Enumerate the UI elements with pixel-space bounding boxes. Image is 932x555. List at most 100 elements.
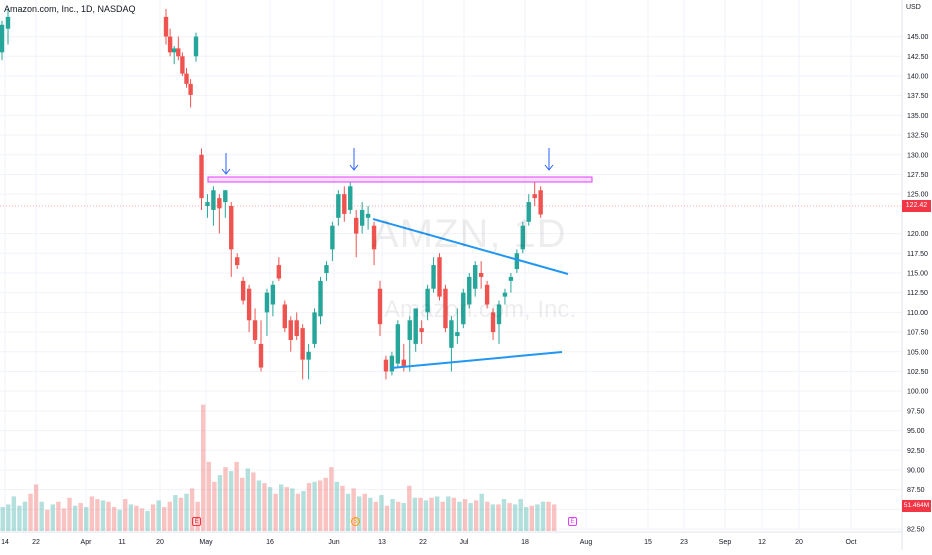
volume-bar bbox=[22, 501, 28, 531]
candle-body bbox=[461, 292, 466, 325]
volume-bar bbox=[468, 503, 473, 531]
y-tick-label: 82.50 bbox=[907, 527, 925, 534]
y-tick-label: 112.50 bbox=[907, 290, 928, 297]
volume-bar bbox=[245, 468, 250, 531]
volume-bar bbox=[17, 505, 22, 531]
candle-body bbox=[318, 280, 323, 317]
candle-body bbox=[526, 202, 531, 222]
candle-body bbox=[312, 312, 317, 344]
candle-body bbox=[437, 257, 442, 297]
y-tick-label: 125.00 bbox=[907, 192, 929, 199]
volume-bar bbox=[106, 501, 111, 531]
grid bbox=[0, 0, 902, 530]
volume-bar bbox=[117, 509, 122, 531]
volume-bar bbox=[518, 499, 523, 531]
volume-bar bbox=[329, 467, 334, 531]
volume-bar bbox=[0, 507, 5, 531]
volume-bar bbox=[546, 501, 551, 531]
arrow-2[interactable] bbox=[349, 148, 359, 171]
x-tick-label: Aug bbox=[580, 539, 593, 546]
volume-bar bbox=[301, 491, 306, 531]
candle-body bbox=[336, 194, 341, 218]
candle-body bbox=[342, 194, 347, 214]
split-event-icon[interactable]: S bbox=[351, 517, 360, 526]
volume-bar bbox=[512, 504, 518, 531]
resistance-zone[interactable] bbox=[207, 176, 593, 183]
volume-bar bbox=[178, 497, 184, 531]
volume-bar bbox=[212, 481, 217, 531]
arrow-1[interactable] bbox=[221, 153, 231, 175]
volume-bar bbox=[306, 483, 312, 531]
candle-body bbox=[180, 56, 185, 74]
y-tick-label: 140.00 bbox=[907, 73, 929, 80]
arrow-3[interactable] bbox=[544, 148, 554, 171]
candle-body bbox=[484, 284, 490, 305]
y-tick-label: 127.50 bbox=[907, 172, 929, 179]
volume-bar bbox=[507, 503, 512, 531]
y-tick-label: 87.50 bbox=[907, 487, 925, 494]
volume-bar bbox=[173, 495, 178, 531]
x-tick-label: 11 bbox=[118, 539, 125, 546]
volume-bar bbox=[139, 508, 145, 531]
volume-bar bbox=[390, 499, 395, 531]
volume-bar bbox=[28, 493, 33, 531]
x-tick-label: Jul bbox=[460, 539, 469, 546]
candle-body bbox=[425, 288, 430, 313]
volume-bar bbox=[323, 477, 328, 531]
x-tick-label: Oct bbox=[846, 539, 857, 546]
volume-bar bbox=[496, 504, 501, 531]
volume-bar bbox=[440, 501, 445, 531]
candle-body bbox=[0, 24, 5, 53]
volume-bar bbox=[240, 477, 245, 531]
volume-bars bbox=[0, 404, 557, 531]
volume-bar bbox=[39, 501, 44, 531]
descending-trendline[interactable] bbox=[372, 218, 569, 275]
candle-body bbox=[163, 16, 169, 37]
volume-bar bbox=[223, 467, 228, 531]
volume-bar bbox=[273, 493, 278, 531]
candle-body bbox=[365, 213, 371, 218]
y-tick-label: 97.50 bbox=[907, 408, 925, 415]
candle-body bbox=[401, 359, 406, 368]
volume-bar bbox=[50, 504, 56, 531]
candle-body bbox=[407, 320, 412, 340]
currency-label: USD bbox=[906, 4, 921, 11]
y-tick-label: 117.50 bbox=[907, 251, 928, 258]
candle-body bbox=[455, 332, 460, 337]
candle-body bbox=[176, 48, 181, 57]
y-tick-label: 120.00 bbox=[907, 231, 929, 238]
x-tick-label: 13 bbox=[378, 539, 386, 546]
x-tick-label: 15 bbox=[644, 539, 652, 546]
candle-body bbox=[235, 257, 240, 266]
candle-body bbox=[520, 225, 525, 250]
candle-body bbox=[377, 288, 383, 325]
volume-bar bbox=[284, 487, 289, 531]
volume-bar bbox=[501, 499, 507, 531]
volume-bar bbox=[217, 475, 223, 531]
volume-bar bbox=[100, 500, 106, 531]
candle-body bbox=[395, 324, 401, 364]
future-earnings-event-icon[interactable]: E bbox=[568, 517, 577, 526]
candle-body bbox=[211, 190, 216, 210]
candle-body bbox=[172, 48, 177, 53]
candle-body bbox=[383, 359, 389, 372]
volume-bar bbox=[551, 504, 557, 531]
y-tick-label: 100.00 bbox=[907, 389, 929, 396]
candle-body bbox=[300, 328, 305, 360]
volume-bar bbox=[334, 481, 340, 531]
volume-bar bbox=[317, 480, 323, 531]
volume-bar bbox=[535, 504, 540, 531]
earnings-event-icon[interactable]: E bbox=[192, 517, 201, 526]
candle-body bbox=[473, 265, 478, 289]
y-tick-label: 145.00 bbox=[907, 34, 929, 41]
volume-bar bbox=[95, 499, 100, 531]
volume-bar bbox=[189, 488, 195, 531]
volume-bar bbox=[356, 496, 362, 531]
ascending-trendline[interactable] bbox=[390, 351, 563, 369]
candle-body bbox=[413, 308, 418, 344]
x-tick-label: Sep bbox=[719, 539, 732, 546]
candle-body bbox=[508, 276, 514, 281]
candle-body bbox=[359, 209, 365, 226]
